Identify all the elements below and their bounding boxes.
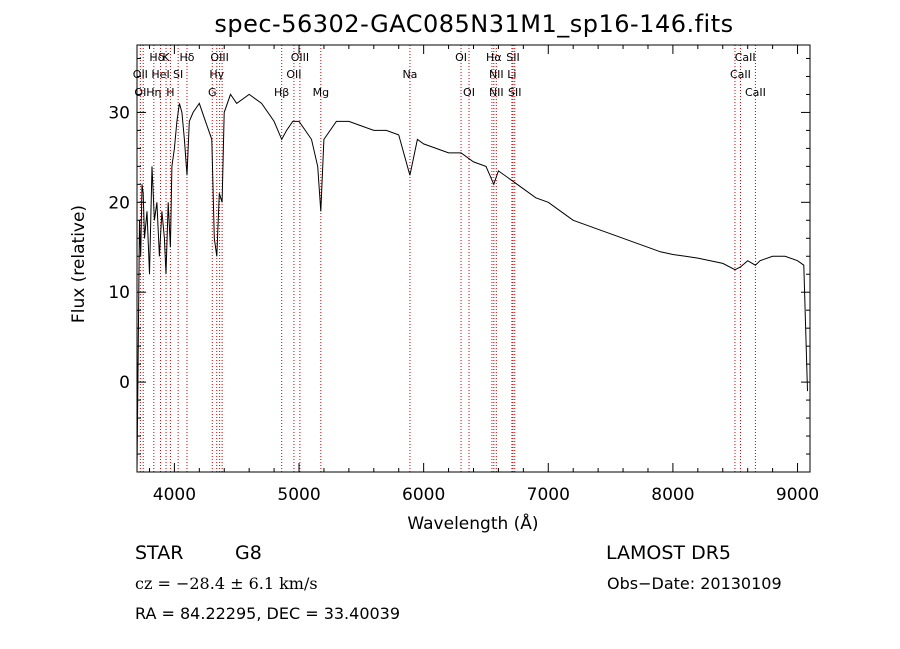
- line-label: Hα: [486, 51, 502, 64]
- line-label: OI: [134, 86, 146, 99]
- line-label: K: [162, 51, 170, 64]
- line-label: H: [166, 86, 174, 99]
- coordinates: RA = 84.22295, DEC = 33.40039: [135, 604, 400, 623]
- line-label: SII: [508, 86, 521, 99]
- line-label: OII: [133, 68, 148, 81]
- line-label: OI: [463, 86, 475, 99]
- line-label: OIII: [210, 51, 228, 64]
- x-axis-ticks: 4000 5000 6000 7000 8000 9000: [148, 45, 819, 505]
- line-label: HeI: [151, 68, 169, 81]
- object-class: STAR: [135, 542, 183, 564]
- x-tick-label: 6000: [402, 485, 445, 505]
- line-label: CaII: [735, 51, 756, 64]
- emission-line-markers: [139, 45, 756, 472]
- y-axis-ticks: 0 10 20 30: [108, 57, 810, 455]
- y-tick-label: 10: [108, 283, 130, 303]
- line-label: NII: [489, 86, 504, 99]
- x-axis-label: Wavelength (Å): [407, 512, 538, 534]
- x-tick-label: 9000: [776, 485, 819, 505]
- line-label: SI: [173, 68, 183, 81]
- spectrum-line: [136, 93, 808, 473]
- x-tick-label: 8000: [651, 485, 694, 505]
- line-label: Hδ: [149, 51, 164, 64]
- survey-name: LAMOST DR5: [606, 542, 731, 564]
- chart-title: spec-56302-GAC085N31M1_sp16-146.fits: [214, 10, 733, 38]
- line-label: OII: [286, 68, 301, 81]
- line-label: OIII: [291, 51, 309, 64]
- x-tick-label: 5000: [277, 485, 320, 505]
- y-axis-label: Flux (relative): [69, 205, 89, 323]
- observation-date: Obs−Date: 20130109: [607, 574, 782, 593]
- line-label: CaII: [745, 86, 766, 99]
- line-label: NII: [489, 68, 504, 81]
- plot-frame: [136, 44, 811, 473]
- y-tick-label: 20: [108, 193, 130, 213]
- x-tick-label: 4000: [153, 485, 196, 505]
- line-label: Li: [507, 68, 516, 81]
- x-tick-label: 7000: [527, 485, 570, 505]
- line-label: Hβ: [274, 86, 289, 99]
- line-label: Hδ: [179, 51, 194, 64]
- line-label: Hη: [146, 86, 161, 99]
- line-label: OI: [455, 51, 467, 64]
- line-label: CaII: [730, 68, 751, 81]
- object-subclass: G8: [235, 542, 262, 564]
- line-label: Hγ: [209, 68, 224, 81]
- y-tick-label: 30: [108, 103, 130, 123]
- line-label: Mg: [313, 86, 329, 99]
- line-label: G: [208, 86, 217, 99]
- line-label: Na: [402, 68, 417, 81]
- redshift-velocity: cz = −28.4 ± 6.1 km/s: [135, 574, 318, 593]
- line-label: SII: [506, 51, 519, 64]
- y-tick-label: 0: [119, 373, 130, 393]
